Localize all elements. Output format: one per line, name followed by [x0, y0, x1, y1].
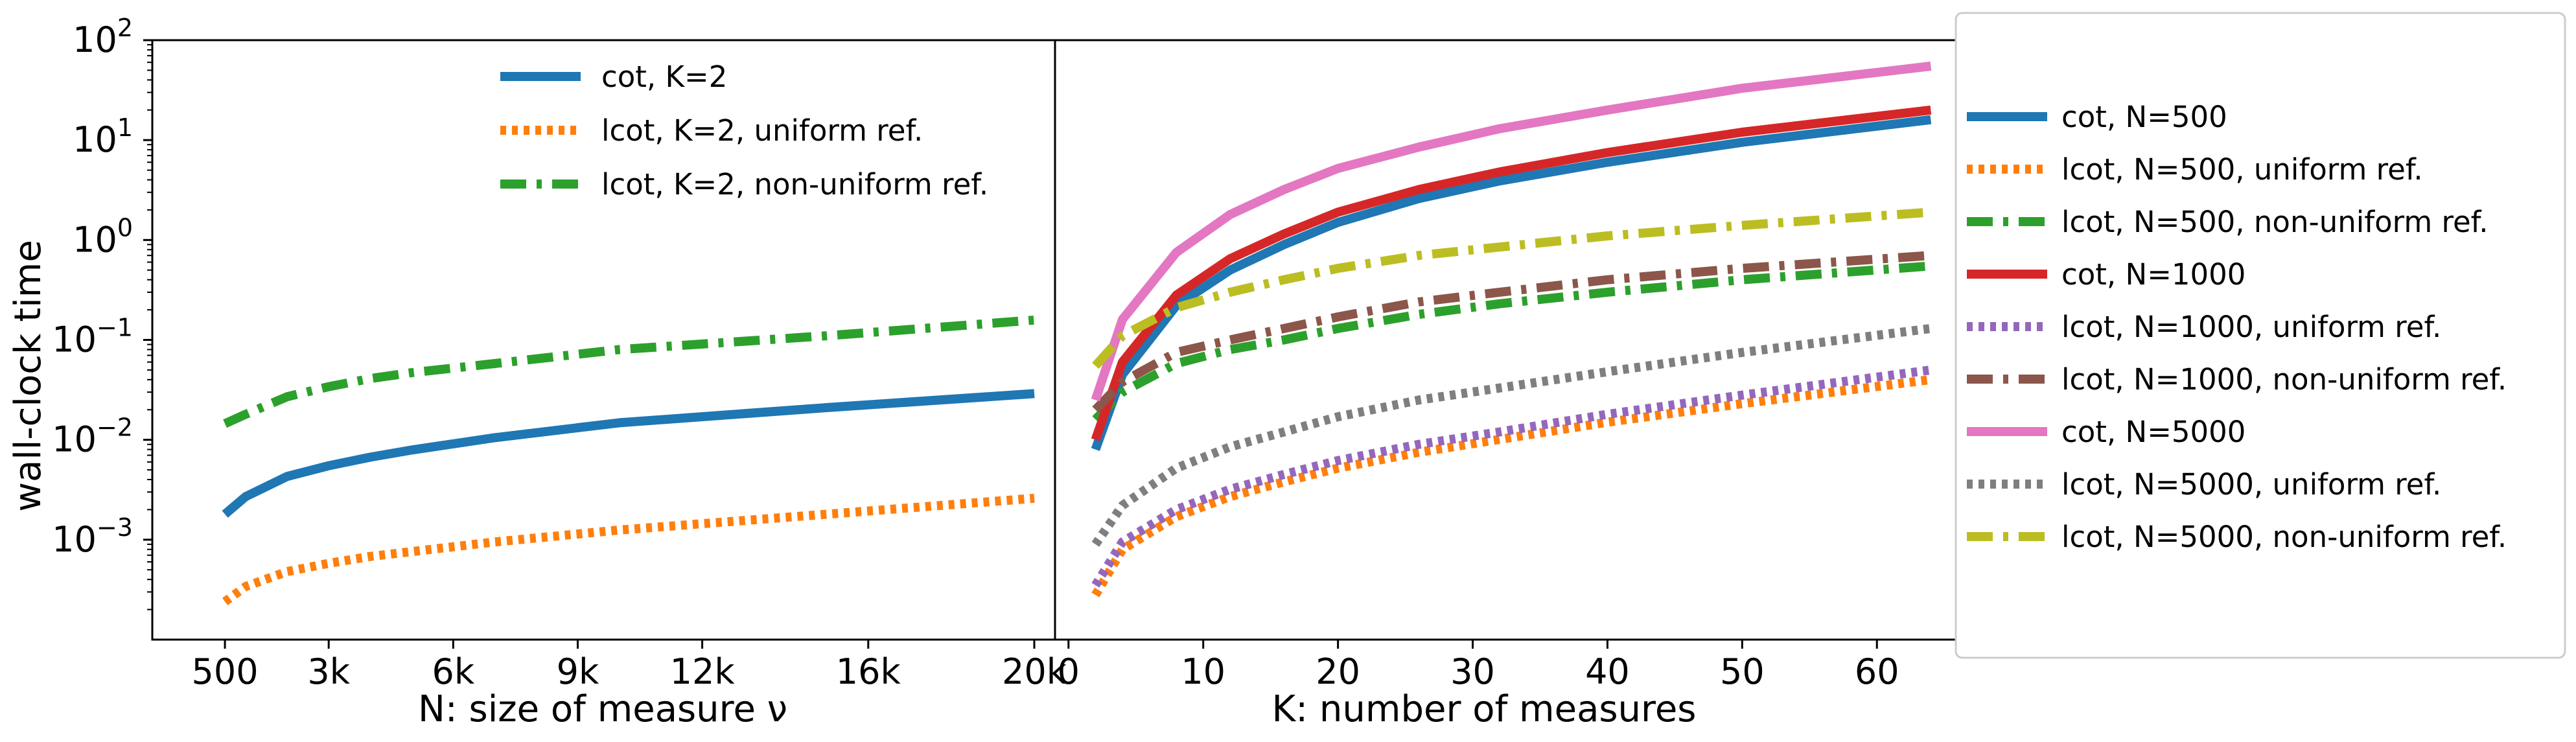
x-tick-label: 30 — [1450, 651, 1495, 692]
x-tick-label: 20k — [1002, 651, 1067, 692]
y-tick-exponent: −1 — [97, 314, 133, 342]
right-x-axis-title: K: number of measures — [1272, 688, 1697, 730]
right-legend: cot, N=500 lcot, N=500, uniform ref. lcot,… — [1955, 12, 2566, 659]
x-tick-label: 50 — [1720, 651, 1765, 692]
series-line-lcot-n-1000-non-uniform-ref — [1092, 251, 1931, 413]
series-line-lcot-k-2-non-uniform-ref — [223, 315, 1035, 428]
x-tick-label: 0 — [1058, 651, 1080, 692]
legend-label-cot-n-5000: cot, N=5000 — [2061, 415, 2245, 449]
legend-label-lcot-n-1000-uniform-ref: lcot, N=1000, uniform ref. — [2061, 310, 2441, 344]
x-tick-label: 6k — [432, 651, 475, 692]
legend-label-cot-n-1000: cot, N=1000 — [2061, 257, 2245, 292]
y-tick-base: 10 — [73, 219, 117, 260]
left-x-axis-ticks: 500 3k 6k 9k 12k 16k 20k — [192, 640, 1067, 692]
y-tick-base: 10 — [73, 19, 117, 60]
x-tick-label: 20 — [1316, 651, 1360, 692]
legend-label-lcot-n-5000-non-uniform-ref: lcot, N=5000, non-uniform ref. — [2061, 520, 2507, 554]
y-tick-exponent: 1 — [117, 113, 133, 142]
right-series-group — [1091, 62, 1932, 597]
series-line-cot-n-500 — [1091, 115, 1932, 451]
series-line-lcot-n-500-non-uniform-ref — [1092, 261, 1931, 423]
series-line-lcot-n-5000-non-uniform-ref — [1092, 207, 1931, 369]
y-tick-exponent: 2 — [117, 14, 133, 42]
y-tick-base: 10 — [73, 119, 117, 160]
legend-label-lcot-n-5000-uniform-ref: lcot, N=5000, uniform ref. — [2061, 467, 2441, 502]
left-plot-panel: 500 3k 6k 9k 12k 16k 20k — [151, 39, 1067, 692]
legend-label-lcot-k-2-uniform-ref: lcot, K=2, uniform ref. — [601, 113, 923, 148]
y-tick-exponent: −3 — [97, 513, 133, 542]
series-line-lcot-n-5000-uniform-ref — [1091, 323, 1932, 547]
y-tick-base: 10 — [52, 419, 97, 460]
x-tick-label: 10 — [1181, 651, 1225, 692]
right-x-axis-ticks: 0 10 20 30 40 50 60 — [1058, 640, 1899, 692]
legend-label-lcot-n-1000-non-uniform-ref: lcot, N=1000, non-uniform ref. — [2061, 362, 2507, 397]
series-line-cot-n-5000 — [1091, 62, 1932, 402]
left-x-axis-title: N: size of measure ν — [418, 688, 787, 730]
x-tick-label: 9k — [557, 651, 599, 692]
y-tick-label: 100 — [73, 213, 133, 260]
y-tick-base: 10 — [52, 519, 97, 560]
y-tick-label: 10−3 — [52, 513, 133, 560]
x-tick-label: 3k — [307, 651, 350, 692]
x-tick-label: 12k — [670, 651, 736, 692]
y-tick-exponent: −2 — [97, 413, 133, 442]
series-line-lcot-k-2-uniform-ref — [222, 493, 1035, 606]
right-plot-panel: 0 10 20 30 40 50 60 — [1054, 39, 1959, 692]
series-line-lcot-n-500-uniform-ref — [1091, 375, 1932, 597]
series-line-lcot-n-1000-uniform-ref — [1091, 365, 1932, 588]
y-tick-label: 102 — [73, 14, 133, 60]
x-tick-label: 40 — [1585, 651, 1630, 692]
y-tick-label: 101 — [73, 113, 133, 160]
legend-label-lcot-k-2-non-uniform-ref: lcot, K=2, non-uniform ref. — [601, 167, 988, 202]
legend-label-lcot-n-500-non-uniform-ref: lcot, N=500, non-uniform ref. — [2061, 205, 2489, 239]
series-line-cot-n-1000 — [1091, 105, 1932, 441]
x-tick-label: 16k — [836, 651, 901, 692]
right-legend-frame — [1955, 12, 2566, 659]
series-line-cot-k-2 — [222, 389, 1035, 518]
x-tick-label: 60 — [1855, 651, 1899, 692]
y-tick-label: 10−2 — [52, 413, 133, 460]
y-tick-exponent: 0 — [117, 213, 133, 242]
y-tick-label: 10−1 — [52, 314, 133, 360]
legend-label-cot-n-500: cot, N=500 — [2061, 100, 2227, 134]
left-series-group — [222, 315, 1035, 606]
left-legend: cot, K=2 lcot, K=2, uniform ref. lcot, K=2… — [500, 60, 988, 202]
y-axis-title: wall-clock time — [7, 240, 49, 512]
y-tick-base: 10 — [52, 319, 97, 360]
legend-label-lcot-n-500-uniform-ref: lcot, N=500, uniform ref. — [2061, 152, 2423, 187]
legend-label-cot-k-2: cot, K=2 — [601, 60, 727, 94]
x-tick-label: 500 — [192, 651, 259, 692]
